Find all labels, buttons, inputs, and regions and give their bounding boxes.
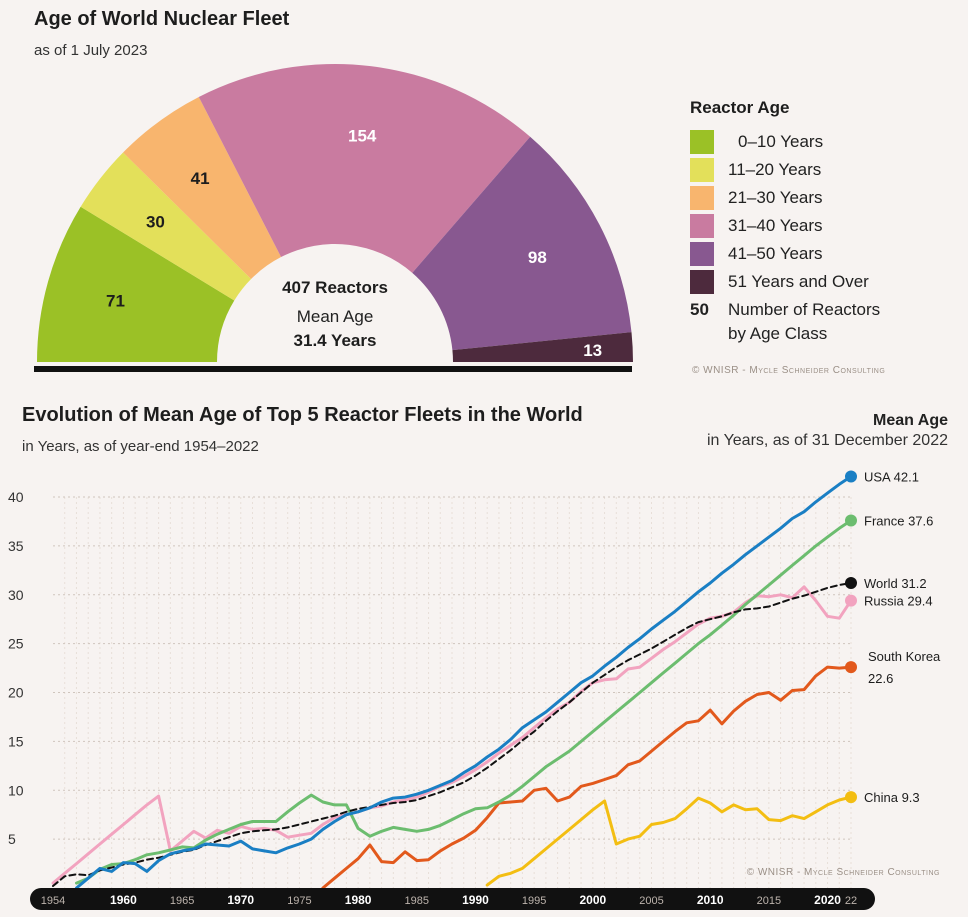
- end-marker-france: [845, 514, 857, 527]
- x-axis-bar: [30, 888, 875, 910]
- donut-center-mean-value: 31.4 Years: [294, 331, 377, 350]
- donut-slice-41-50-years: [412, 136, 632, 351]
- y-tick-25: 25: [8, 636, 24, 652]
- x-tick-1965: 1965: [170, 895, 194, 907]
- end-marker-china: [845, 791, 857, 804]
- legend-swatch: [690, 158, 714, 182]
- end-label-south-korea-value: 22.6: [868, 671, 893, 686]
- x-tick-2015: 2015: [757, 895, 781, 907]
- donut-value-label-41-50-years: 98: [528, 248, 547, 267]
- donut-slice-31-40-years: [198, 63, 531, 273]
- donut-value-label-51-years-and-over: 13: [583, 341, 602, 360]
- x-tick-2005: 2005: [639, 895, 663, 907]
- end-label-south-korea-name: South Korea: [868, 649, 941, 664]
- legend-label: 41–50 Years: [728, 244, 823, 263]
- legend-title: Reactor Age: [690, 98, 790, 117]
- x-tick-2020: 2020: [814, 893, 841, 907]
- series-line-china: [485, 795, 853, 887]
- top-chart-subtitle: as of 1 July 2023: [34, 42, 148, 59]
- legend-number-sample: 50: [690, 300, 709, 319]
- legend-item-11-20-years: 11–20 Years: [690, 157, 821, 183]
- end-marker-russia: [845, 594, 857, 607]
- legend-swatch: [690, 130, 714, 154]
- x-tick-2022: 22: [845, 895, 857, 907]
- donut-value-label-0-10-years: 71: [106, 291, 125, 310]
- y-tick-5: 5: [8, 831, 16, 847]
- fleet-age-donut-chart: 71 30 41 154 98 13 407 Reactors Mean Age 31.4…: [34, 63, 633, 372]
- end-label-usa: USA 42.1: [864, 470, 919, 484]
- y-tick-20: 20: [8, 685, 24, 701]
- end-marker-world: [845, 577, 857, 590]
- x-tick-1995: 1995: [522, 895, 546, 907]
- end-marker-usa: [845, 470, 857, 483]
- end-marker-south-korea: [845, 661, 857, 674]
- legend-item-31-40-years: 31–40 Years: [690, 213, 823, 239]
- legend-label: 51 Years and Over: [728, 272, 869, 291]
- bottom-credit: © WNISR - Mycle Schneider Consulting: [747, 867, 940, 878]
- x-tick-1970: 1970: [227, 893, 254, 907]
- x-tick-1980: 1980: [345, 893, 372, 907]
- line-chart-title: Evolution of Mean Age of Top 5 Reactor F…: [22, 404, 583, 426]
- legend-number-label-1: Number of Reactors: [728, 300, 881, 319]
- y-tick-10: 10: [8, 782, 24, 798]
- legend-swatch: [690, 270, 714, 294]
- legend-swatch: [690, 186, 714, 210]
- series-line-usa: [75, 475, 853, 890]
- series-line-france: [75, 519, 853, 885]
- donut-slice-21-30-years: [123, 96, 282, 280]
- end-label-china: China 9.3: [864, 790, 920, 805]
- donut-value-label-31-40-years: 154: [348, 127, 377, 146]
- legend-label: 31–40 Years: [728, 216, 823, 235]
- end-label-france: France 37.6: [864, 513, 933, 528]
- donut-center-total: 407 Reactors: [282, 278, 388, 297]
- legend-number-key: 50 Number of Reactors by Age Class: [690, 300, 950, 344]
- legend-item-21-30-years: 21–30 Years: [690, 185, 823, 211]
- donut-slice-11-20-years: [80, 152, 252, 301]
- legend-item-0-10-years: 0–10 Years: [690, 129, 823, 155]
- x-tick-1960: 1960: [110, 893, 137, 907]
- legend-item-41-50-years: 41–50 Years: [690, 241, 823, 267]
- donut-baseline: [34, 366, 632, 372]
- series-line-south-korea: [321, 665, 853, 890]
- legend-item-51-years-and-over: 51 Years and Over: [690, 269, 869, 295]
- donut-value-label-21-30-years: 41: [191, 169, 210, 188]
- legend-swatch: [690, 242, 714, 266]
- legend-label: 21–30 Years: [728, 188, 823, 207]
- end-label-russia: Russia 29.4: [864, 594, 933, 609]
- y-tick-30: 30: [8, 587, 24, 603]
- x-tick-2010: 2010: [697, 893, 724, 907]
- legend-number-label-2: by Age Class: [728, 324, 828, 343]
- end-label-world: World 31.2: [864, 576, 927, 591]
- x-tick-1975: 1975: [287, 895, 311, 907]
- x-tick-1990: 1990: [462, 893, 489, 907]
- mean-age-side-subtitle: in Years, as of 31 December 2022: [706, 432, 948, 449]
- legend-label: 0–10 Years: [738, 132, 824, 151]
- y-tick-40: 40: [8, 489, 24, 505]
- y-tick-35: 35: [8, 538, 24, 554]
- x-tick-1954: 1954: [41, 895, 65, 907]
- donut-slice-51-years-and-over: [452, 332, 633, 362]
- x-tick-2000: 2000: [579, 893, 606, 907]
- legend-label: 11–20 Years: [728, 160, 822, 179]
- top-credit: © WNISR - Mycle Schneider Consulting: [692, 365, 886, 376]
- y-tick-15: 15: [8, 733, 24, 749]
- line-chart-subtitle: in Years, as of year-end 1954–2022: [22, 438, 259, 455]
- x-tick-1985: 1985: [405, 895, 429, 907]
- legend-swatch: [690, 214, 714, 238]
- donut-value-label-11-20-years: 30: [146, 213, 165, 232]
- top-chart-title: Age of World Nuclear Fleet: [34, 8, 290, 30]
- mean-age-side-title: Mean Age: [873, 412, 948, 429]
- mean-age-line-chart: 5 10 15 20 25 30 35 40 China 9.3 South Korea 22.6…: [8, 470, 941, 910]
- donut-center-mean-label: Mean Age: [297, 307, 374, 326]
- donut-slice-0-10-years: [37, 206, 235, 362]
